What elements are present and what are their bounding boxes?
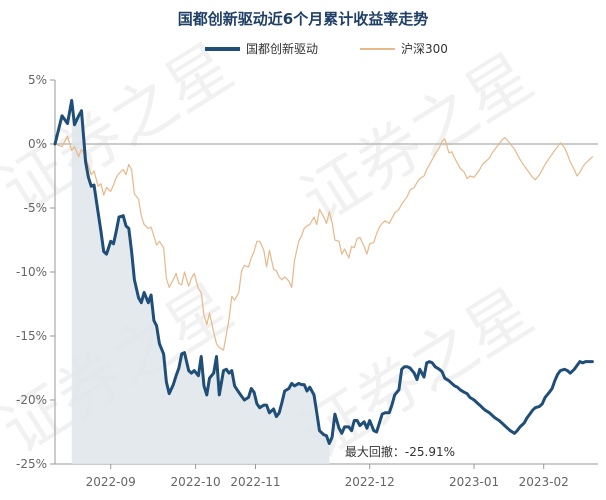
y-tick-label: -15%: [16, 329, 47, 343]
x-tick-label: 2022-12: [345, 475, 395, 489]
x-axis: 2022-09 2022-10 2022-11 2022-12 2023-01 2023-…: [55, 463, 598, 489]
x-tick-label: 2022-09: [86, 475, 136, 489]
drawdown-area: [71, 100, 330, 464]
x-tick-label: 2023-01: [449, 475, 499, 489]
y-tick-label: -25%: [16, 457, 47, 471]
max-drawdown-label: 最大回撤：-25.91%: [345, 444, 455, 459]
series-line-fund: [53, 99, 594, 445]
legend-label-fund: 国都创新驱动: [246, 41, 318, 56]
plot-area: [53, 99, 598, 464]
x-tick-label: 2022-11: [230, 475, 280, 489]
watermark-text: 证券之星: [0, 30, 246, 228]
x-tick-label: 2022-10: [171, 475, 221, 489]
y-tick-label: -10%: [16, 265, 47, 279]
y-tick-label: 0%: [28, 137, 47, 151]
y-tick-label: 5%: [28, 73, 47, 87]
chart-title: 国都创新驱动近6个月累计收益率走势: [178, 10, 428, 28]
series-line-index: [54, 135, 593, 351]
legend-label-index: 沪深300: [401, 42, 448, 56]
y-axis: 5% 0% -5% -10% -15% -20% -25%: [16, 73, 56, 471]
legend: 国都创新驱动 沪深300: [205, 41, 448, 56]
y-tick-label: -5%: [24, 201, 47, 215]
y-tick-label: -20%: [16, 393, 47, 407]
x-tick-label: 2023-02: [519, 475, 569, 489]
